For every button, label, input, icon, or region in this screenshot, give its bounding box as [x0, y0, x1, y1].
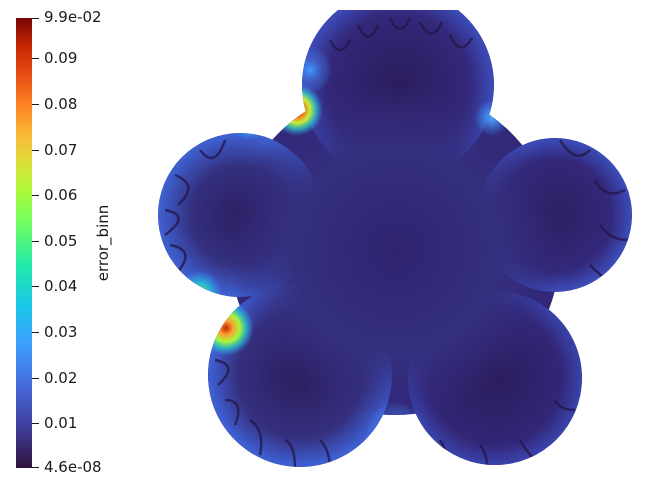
colorbar-tick-label: 0.04 — [44, 277, 78, 295]
error-hotspot — [271, 84, 323, 136]
colorbar-tick-label: 0.03 — [44, 323, 78, 341]
colorbar-tick-label: 0.09 — [44, 49, 78, 67]
colorbar-tick — [32, 286, 39, 287]
colorbar-tick-label: 0.02 — [44, 369, 78, 387]
colorbar-tick — [32, 150, 39, 151]
colorbar-tick-label: 0.01 — [44, 414, 78, 432]
colorbar-tick-label: 0.06 — [44, 186, 78, 204]
colorbar-gradient — [16, 18, 32, 468]
colorbar-tick — [32, 104, 39, 105]
colorbar-tick-min — [32, 467, 39, 468]
colorbar-tick-max — [32, 18, 39, 19]
colorbar-tick — [32, 378, 39, 379]
colorbar-min-label: 4.6e-08 — [44, 458, 102, 476]
nodal-lines — [164, 17, 629, 467]
scalar-field-plot — [158, 10, 632, 467]
colorbar-tick — [32, 423, 39, 424]
colorbar-tick — [32, 241, 39, 242]
colorbar-tick-label: 0.05 — [44, 232, 78, 250]
colorbar-title: error_binn — [94, 204, 112, 282]
colorbar-tick-label: 0.08 — [44, 95, 78, 113]
colorbar-max-label: 9.9e-02 — [44, 8, 102, 26]
colorbar-legend: 9.9e-02 0.09 0.08 0.07 0.06 0.05 0.04 0.… — [0, 0, 140, 490]
flower-domain — [158, 10, 632, 467]
colorbar-tick-label: 0.07 — [44, 141, 78, 159]
colorbar-tick — [32, 195, 39, 196]
error-hotspot — [198, 300, 254, 356]
colorbar-tick — [32, 58, 39, 59]
colorbar-tick — [32, 332, 39, 333]
